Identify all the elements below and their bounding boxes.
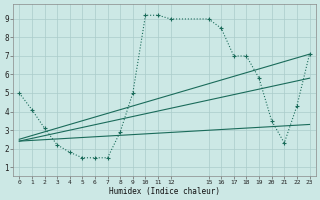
X-axis label: Humidex (Indice chaleur): Humidex (Indice chaleur) <box>109 187 220 196</box>
